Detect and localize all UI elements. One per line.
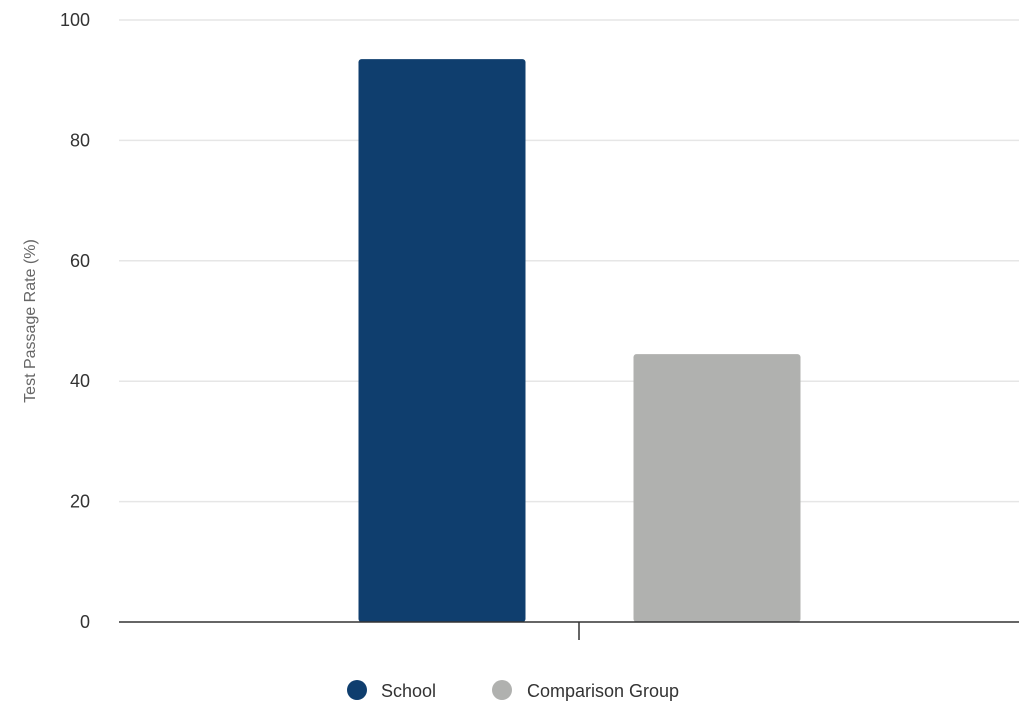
legend-item-school[interactable]: School [347,680,436,701]
bar-school[interactable] [358,59,526,622]
bar-comparison-group[interactable] [633,354,801,622]
legend-item-comparison-group[interactable]: Comparison Group [492,680,679,701]
legend-label: School [381,681,436,701]
y-axis-tick-labels: 0 20 40 60 80 100 [60,10,90,632]
gridlines [119,19,1019,503]
y-tick-label: 100 [60,10,90,30]
legend-label: Comparison Group [527,681,679,701]
y-axis-title: Test Passage Rate (%) [22,239,39,403]
legend-marker [347,680,367,700]
legend[interactable]: School Comparison Group [347,680,679,701]
y-tick-label: 40 [70,371,90,391]
legend-marker [492,680,512,700]
y-tick-label: 80 [70,130,90,150]
y-tick-label: 20 [70,492,90,512]
y-tick-label: 0 [80,612,90,632]
bars [358,59,801,622]
y-tick-label: 60 [70,251,90,271]
